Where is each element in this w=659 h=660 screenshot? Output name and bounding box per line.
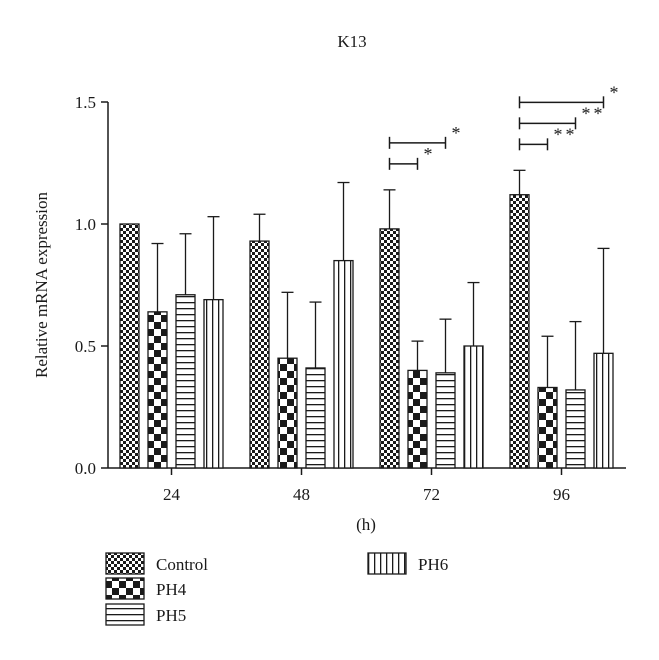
significance-label: ** xyxy=(554,124,578,144)
x-axis-label: (h) xyxy=(356,515,376,534)
bar xyxy=(435,372,456,469)
legend-swatch xyxy=(105,552,145,575)
bar xyxy=(249,240,270,469)
legend-swatch xyxy=(105,577,145,600)
bar xyxy=(407,369,428,469)
bars xyxy=(119,169,614,469)
significance-brackets: ** ***** xyxy=(388,82,622,170)
y-tick-label: 1.0 xyxy=(75,215,96,234)
bar xyxy=(119,223,140,469)
x-tick-label: 96 xyxy=(553,485,570,504)
bar xyxy=(175,294,196,469)
legend-swatch xyxy=(367,552,407,575)
y-tick-label: 0.0 xyxy=(75,459,96,478)
chart-title: K13 xyxy=(337,32,366,51)
bar xyxy=(565,389,586,469)
bar xyxy=(379,228,400,469)
bar xyxy=(537,386,558,469)
significance-label: ** xyxy=(582,103,606,123)
x-tick-label: 72 xyxy=(423,485,440,504)
legend-label: PH4 xyxy=(156,580,187,599)
bar xyxy=(333,259,354,469)
y-axis-label: Relative mRNA expression xyxy=(32,191,51,378)
bar xyxy=(277,357,298,469)
significance-label: * xyxy=(610,82,622,102)
legend: Control PH4 PH5 PH6 xyxy=(105,552,448,626)
y-tick-label: 0.5 xyxy=(75,337,96,356)
significance-label: * xyxy=(424,144,436,164)
legend-swatch xyxy=(105,603,145,626)
bar xyxy=(509,194,530,469)
bar xyxy=(147,311,168,469)
x-tick-label: 24 xyxy=(163,485,181,504)
legend-label: PH5 xyxy=(156,606,186,625)
x-tick-label: 48 xyxy=(293,485,310,504)
significance-label: * xyxy=(452,123,464,143)
bar xyxy=(203,298,224,469)
bar xyxy=(593,352,614,469)
y-tick-label: 1.5 xyxy=(75,93,96,112)
bar xyxy=(305,367,326,469)
bar xyxy=(463,345,484,469)
legend-label: PH6 xyxy=(418,555,448,574)
legend-label: Control xyxy=(156,555,208,574)
